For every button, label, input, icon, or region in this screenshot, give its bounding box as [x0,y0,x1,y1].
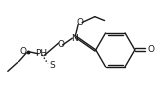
Text: O: O [77,18,84,27]
Text: PH: PH [35,49,47,58]
Text: O: O [57,40,64,49]
Text: O: O [19,47,26,56]
Text: S: S [50,61,56,70]
Text: O: O [148,45,155,54]
Text: N: N [71,34,78,43]
